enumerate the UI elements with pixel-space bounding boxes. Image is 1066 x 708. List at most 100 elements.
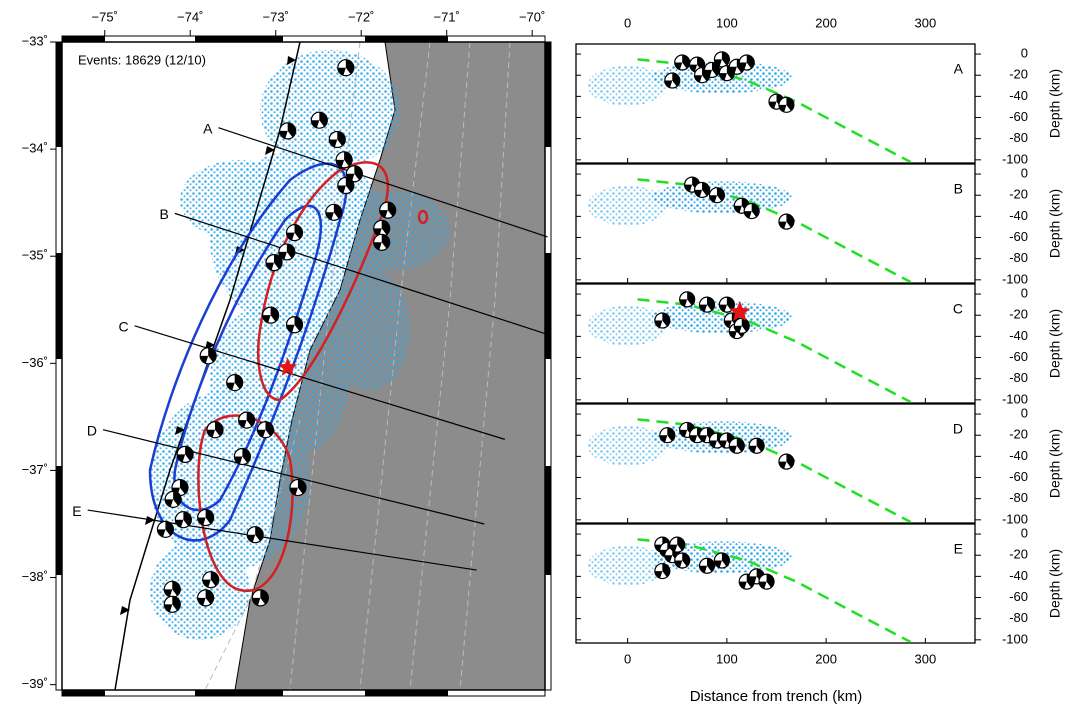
- mechanism: [279, 244, 295, 260]
- mechanism: [311, 112, 327, 128]
- y-tick-label: -20: [1009, 427, 1028, 442]
- annotation: Events: 18629 (12/10): [78, 52, 206, 67]
- mechanism: [326, 204, 342, 220]
- y-tick-label: 0: [1021, 405, 1028, 420]
- mechanism: [675, 553, 690, 568]
- mechanism: [290, 480, 306, 496]
- y-tick-label: -80: [1009, 610, 1028, 625]
- y-tick-label: 0: [1021, 165, 1028, 180]
- mechanism: [266, 255, 282, 271]
- y-tick-label: -40: [1009, 568, 1028, 583]
- y-axis-label: Depth (km): [1047, 69, 1063, 138]
- mechanism: [177, 446, 193, 462]
- map-background: [62, 42, 545, 690]
- mechanism: [287, 225, 303, 241]
- section-label: B: [954, 181, 963, 197]
- mechanism: [263, 307, 279, 323]
- mechanism: [247, 527, 263, 543]
- mechanism: [759, 574, 774, 589]
- profile-label: E: [72, 503, 81, 519]
- section-label: A: [954, 61, 964, 77]
- mechanism: [670, 537, 685, 552]
- y-tick-label: −37˚: [22, 462, 48, 477]
- mechanism: [164, 596, 180, 612]
- mechanism: [675, 55, 690, 70]
- y-tick-label: -60: [1009, 109, 1028, 124]
- seismicity-cloud: [588, 426, 668, 466]
- mechanism: [338, 178, 354, 194]
- y-tick-label: -100: [1002, 271, 1028, 286]
- seismicity-cloud: [588, 546, 668, 586]
- y-axis-label: Depth (km): [1047, 549, 1063, 618]
- mechanism: [203, 572, 219, 588]
- profile-label: C: [119, 319, 129, 335]
- y-tick-label: 0: [1021, 525, 1028, 540]
- mechanism: [714, 553, 729, 568]
- mechanism: [175, 512, 191, 528]
- x-tick-label: −74˚: [177, 9, 203, 24]
- y-tick-label: 0: [1021, 45, 1028, 60]
- section-label: E: [954, 541, 963, 557]
- mechanism: [779, 454, 794, 469]
- mechanism: [198, 510, 214, 526]
- y-tick-label: −39˚: [22, 676, 48, 691]
- mechanism: [280, 123, 296, 139]
- x-tick-label: −71˚: [433, 9, 459, 24]
- profile-label: D: [87, 422, 97, 438]
- mechanism: [374, 234, 390, 250]
- y-tick-label: −35˚: [22, 248, 48, 263]
- mechanism: [227, 375, 243, 391]
- seismicity-cloud: [588, 66, 668, 106]
- x-tick-label: 100: [716, 15, 738, 30]
- mechanism: [744, 204, 759, 219]
- y-tick-label: -100: [1002, 631, 1028, 646]
- x-tick-label: −72˚: [348, 9, 374, 24]
- mechanism: [207, 422, 223, 438]
- mechanism: [695, 182, 710, 197]
- mechanism: [779, 214, 794, 229]
- mechanism: [287, 317, 303, 333]
- mechanism: [709, 188, 724, 203]
- x-tick-label: −73˚: [263, 9, 289, 24]
- mechanism: [198, 590, 214, 606]
- y-tick-label: -20: [1009, 67, 1028, 82]
- y-tick-label: -80: [1009, 370, 1028, 385]
- x-tick-label: 0: [624, 15, 631, 30]
- mechanism: [239, 412, 255, 428]
- profile-label: A: [203, 120, 213, 136]
- y-axis-label: Depth (km): [1047, 309, 1063, 378]
- mechanism: [329, 131, 345, 147]
- mechanism: [739, 55, 754, 70]
- mechanism: [164, 581, 180, 597]
- y-tick-label: -40: [1009, 328, 1028, 343]
- y-tick-label: -20: [1009, 547, 1028, 562]
- mechanism: [700, 558, 715, 573]
- x-tick-label: −75˚: [92, 9, 118, 24]
- mechanism: [257, 422, 273, 438]
- mechanism: [200, 348, 216, 364]
- y-tick-label: −36˚: [22, 355, 48, 370]
- mechanism: [655, 313, 670, 328]
- mechanism: [680, 292, 695, 307]
- x-tick-label: 100: [716, 651, 738, 666]
- x-tick-label: −70˚: [519, 9, 545, 24]
- y-tick-label: -100: [1002, 151, 1028, 166]
- section-label: C: [953, 301, 963, 317]
- x-tick-label: 200: [815, 15, 837, 30]
- x-tick-label: 300: [915, 651, 937, 666]
- y-tick-label: -80: [1009, 490, 1028, 505]
- y-axis-label: Depth (km): [1047, 429, 1063, 498]
- y-tick-label: -20: [1009, 187, 1028, 202]
- y-tick-label: -100: [1002, 511, 1028, 526]
- mechanism: [714, 52, 729, 67]
- mechanism: [734, 318, 749, 333]
- mechanism: [157, 521, 173, 537]
- y-axis-label: Depth (km): [1047, 189, 1063, 258]
- y-tick-label: -20: [1009, 307, 1028, 322]
- mechanism: [655, 564, 670, 579]
- y-tick-label: -60: [1009, 229, 1028, 244]
- mechanism: [165, 491, 181, 507]
- y-tick-label: -60: [1009, 589, 1028, 604]
- y-tick-label: -80: [1009, 130, 1028, 145]
- y-tick-label: -60: [1009, 469, 1028, 484]
